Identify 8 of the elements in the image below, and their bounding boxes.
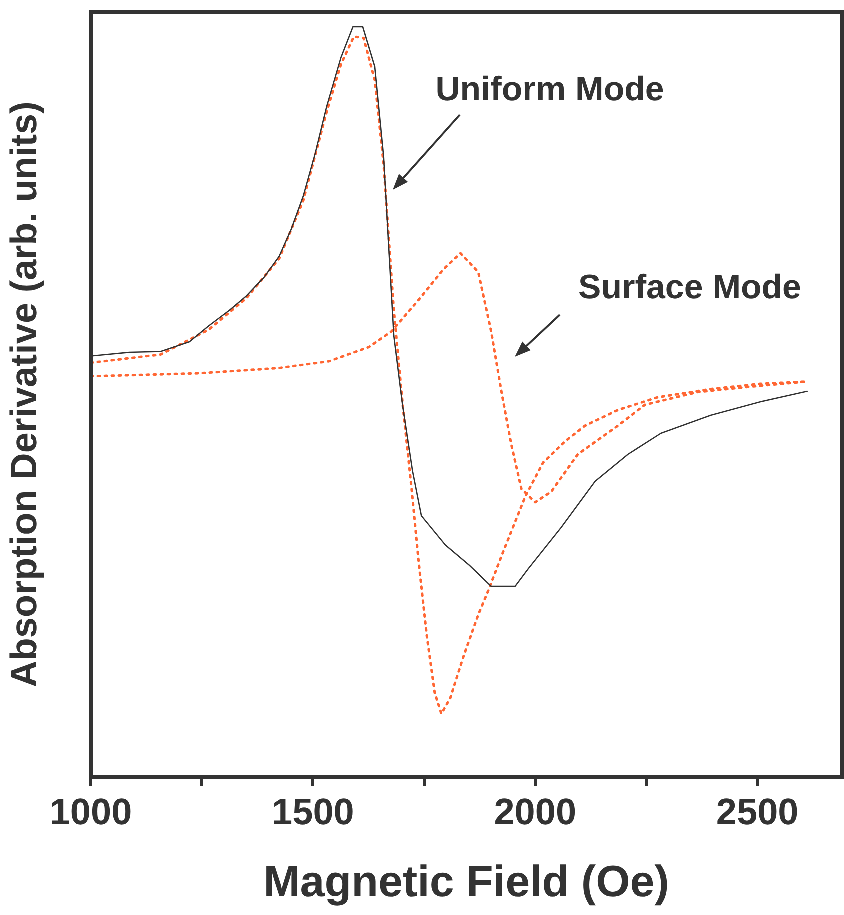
- x-tick-label: 2000: [494, 791, 577, 832]
- y-axis-title: Absorption Derivative (arb. units): [3, 102, 44, 688]
- annotation: Uniform Mode: [436, 70, 664, 110]
- x-tick-label: 1000: [50, 791, 132, 832]
- x-axis-title: Magnetic Field (Oe): [264, 858, 670, 907]
- x-tick-label: 1500: [272, 791, 354, 832]
- annotation: Surface Mode: [578, 268, 802, 308]
- x-tick-label: 2500: [716, 791, 799, 832]
